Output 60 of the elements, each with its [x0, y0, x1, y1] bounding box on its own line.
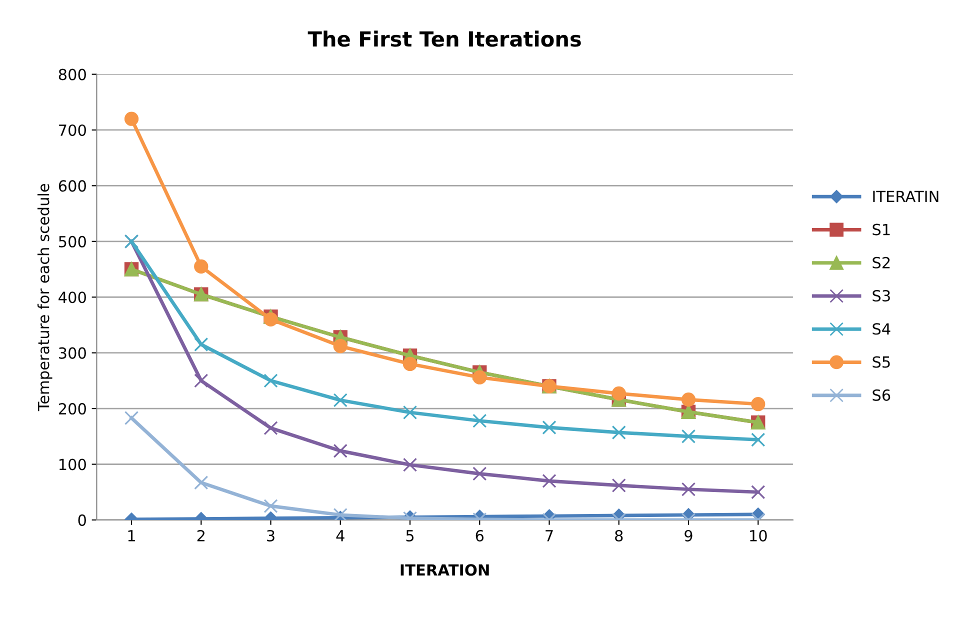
x-tick-label: 5 — [406, 530, 414, 542]
y-tick-label: 400 — [58, 292, 86, 304]
point — [264, 498, 278, 514]
y-tick-label: 200 — [58, 403, 86, 415]
point — [751, 485, 766, 500]
point — [333, 508, 348, 520]
point — [472, 414, 487, 428]
point — [402, 356, 418, 372]
legend-label: S4 — [872, 323, 890, 335]
point — [751, 432, 766, 447]
x-tick-label: 1 — [128, 530, 135, 542]
point — [264, 420, 278, 436]
y-tick-label: 0 — [78, 514, 86, 526]
x-tick-label: 4 — [336, 530, 344, 542]
point — [472, 370, 487, 384]
point — [681, 429, 696, 444]
y-tick-label: 700 — [59, 124, 86, 136]
point — [194, 337, 208, 352]
x-tick-label: 2 — [197, 530, 204, 542]
point — [612, 425, 626, 440]
point — [402, 458, 418, 472]
y-tick-label: 500 — [58, 236, 86, 248]
x-tick-label: 10 — [750, 530, 767, 542]
legend-label: ITERATIN — [873, 190, 938, 202]
point — [333, 393, 348, 408]
point — [681, 482, 696, 496]
y-tick-label: 600 — [58, 180, 86, 192]
point — [194, 259, 208, 274]
point — [124, 112, 139, 126]
x-tick-label: 8 — [615, 530, 623, 542]
point — [612, 478, 626, 493]
legend-label: S5 — [872, 356, 890, 368]
point — [472, 466, 487, 481]
point — [194, 476, 208, 490]
point — [194, 374, 208, 388]
legend-label: S6 — [872, 389, 890, 401]
legend-label: S2 — [872, 256, 890, 268]
x-tick-label: 9 — [684, 530, 692, 542]
point — [751, 397, 766, 412]
legend-label: S1 — [872, 224, 890, 236]
x-axis-title: ITERATION — [400, 564, 489, 576]
x-tick-label: 3 — [267, 530, 274, 542]
point — [542, 474, 556, 488]
point — [333, 339, 348, 354]
x-tick-label: 6 — [476, 530, 484, 542]
point — [681, 392, 696, 407]
point — [124, 410, 139, 426]
point — [264, 374, 278, 388]
x-tick-label: 7 — [546, 530, 553, 542]
point — [402, 405, 418, 420]
point — [542, 420, 556, 435]
point — [612, 386, 626, 401]
y-tick-label: 800 — [58, 68, 86, 80]
legend-label: S3 — [872, 290, 890, 302]
y-axis-title: Temperature for each scedule — [37, 184, 52, 412]
point — [333, 444, 348, 458]
y-tick-label: 300 — [58, 347, 86, 359]
point — [264, 312, 278, 326]
y-tick-label: 100 — [59, 458, 86, 470]
chart-title: The First Ten Iterations — [308, 30, 581, 47]
